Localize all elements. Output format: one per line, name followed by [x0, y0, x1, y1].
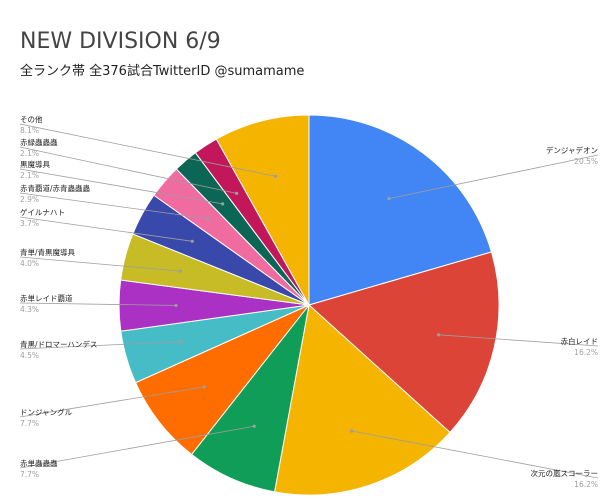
leader-line [351, 430, 599, 479]
leader-line [19, 341, 182, 350]
slice-percent: 7.7% [20, 470, 39, 479]
chart-subtitle: 全ランク帯 全376試合TwitterID @sumamame [20, 63, 304, 79]
leader-line [19, 123, 276, 177]
leader-line [19, 168, 223, 205]
pie-slice [273, 304, 451, 496]
slice-label: デンジャデオン [546, 145, 598, 155]
slice-percent: 8.1% [20, 126, 39, 135]
leader-line [19, 386, 205, 418]
slice-labels: デンジャデオン 20.5% 赤白レイド 16.2% 次元の嵐スコーラー 16.2% 赤単蟲蟲… [19, 114, 599, 489]
pie-slices [118, 114, 500, 496]
slice-percent: 2.1% [20, 171, 39, 180]
slice-label: その他 [20, 114, 43, 124]
slice-label: 青黒/ドロマーハンデス [20, 339, 97, 349]
leader-line [19, 216, 193, 242]
slice-percent: 7.7% [20, 419, 39, 428]
slice-label: ドンジャングル [20, 407, 73, 417]
slice-label: 黒魔導具 [20, 159, 50, 169]
slice-label: 赤緑蟲蟲蟲 [20, 137, 58, 147]
leader-line [19, 146, 237, 194]
slice-percent: 4.0% [20, 259, 39, 268]
slice-percent: 4.5% [20, 351, 39, 360]
slice-label: 赤単蟲蟲蟲 [20, 458, 58, 468]
slice-label: ゲイルナハト [20, 208, 65, 217]
slice-percent: 16.2% [574, 480, 598, 489]
slice-percent: 3.7% [20, 219, 39, 228]
slice-percent: 2.9% [20, 195, 39, 204]
pie-slice [307, 251, 500, 434]
slice-percent: 20.5% [574, 157, 598, 166]
slice-label: 次元の嵐スコーラー [531, 468, 599, 478]
slice-percent: 4.3% [20, 305, 39, 314]
chart-title: NEW DIVISION 6/9 [20, 29, 221, 54]
pie-slice [215, 114, 310, 307]
slice-label: 赤青覇道/赤青蟲蟲蟲 [20, 183, 91, 193]
leader-line [19, 302, 177, 306]
slice-percent: 16.2% [574, 348, 598, 357]
pie-slice [308, 114, 493, 306]
pie-slice [134, 304, 310, 456]
leader-line [19, 192, 208, 220]
leader-line [438, 334, 599, 347]
pie-slice [190, 304, 310, 493]
slice-percent: 2.1% [20, 149, 39, 158]
leader-line [388, 154, 599, 200]
slice-label: 赤単レイド覇道 [20, 293, 73, 303]
leader-line [19, 425, 255, 469]
leader-line [19, 256, 181, 272]
slice-label: 青単/青黒魔導具 [20, 247, 76, 257]
slice-label: 赤白レイド [561, 336, 599, 346]
